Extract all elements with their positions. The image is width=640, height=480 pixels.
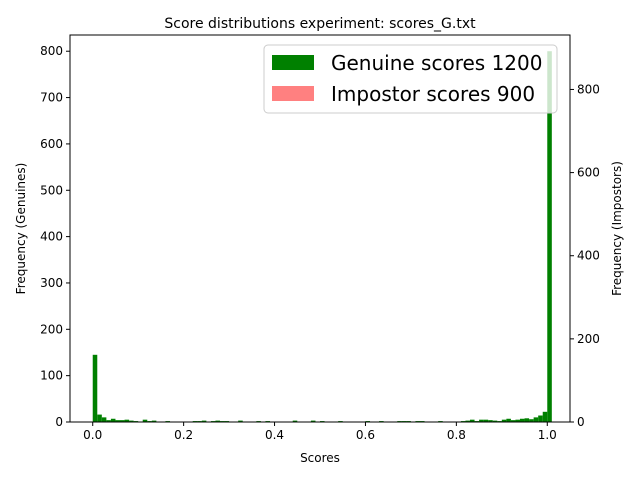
legend-swatch-impostor xyxy=(272,86,314,101)
genuine-bar xyxy=(492,420,498,422)
x-axis-label: Scores xyxy=(300,451,340,465)
y-left-tick-label: 800 xyxy=(40,44,63,58)
genuine-bar xyxy=(547,51,552,422)
genuine-bar xyxy=(115,420,120,422)
x-tick-label: 0.2 xyxy=(174,428,193,442)
genuine-bar xyxy=(151,420,157,422)
genuine-bar xyxy=(479,419,484,422)
genuine-bar xyxy=(97,414,102,422)
legend-swatch-genuine xyxy=(272,55,314,70)
y-left-axis-ticks: 0 100 200 300 400 500 600 700 800 xyxy=(40,44,70,429)
chart-title: Score distributions experiment: scores_G… xyxy=(164,16,476,32)
y-right-tick-label: 400 xyxy=(577,249,600,263)
genuine-bar xyxy=(238,420,243,422)
y-left-axis-label: Frequency (Genuines) xyxy=(14,163,28,295)
genuine-bar xyxy=(292,420,298,422)
y-right-tick-label: 0 xyxy=(577,415,585,429)
y-left-tick-label: 200 xyxy=(40,322,63,336)
legend: Genuine scores 1200 Impostor scores 900 xyxy=(263,44,558,114)
y-left-tick-label: 600 xyxy=(40,137,63,151)
x-tick-label: 1.0 xyxy=(538,428,557,442)
genuine-bar xyxy=(465,420,470,422)
y-right-tick-label: 200 xyxy=(577,332,600,346)
y-left-tick-label: 500 xyxy=(40,183,63,197)
genuine-bar xyxy=(92,354,98,422)
genuine-bar xyxy=(124,419,130,422)
genuine-bar xyxy=(120,420,125,422)
genuine-bar xyxy=(501,419,507,422)
genuine-bar xyxy=(529,419,534,422)
genuine-bar xyxy=(310,420,316,422)
genuine-bar xyxy=(506,418,511,422)
y-left-tick-label: 700 xyxy=(40,91,63,105)
genuine-bar xyxy=(538,415,543,422)
genuine-bar xyxy=(215,420,220,422)
legend-label-genuine: Genuine scores 1200 xyxy=(331,51,542,75)
x-tick-label: 0.0 xyxy=(83,428,102,442)
y-right-tick-label: 800 xyxy=(577,82,600,96)
genuine-bar xyxy=(520,418,525,422)
genuine-bar xyxy=(106,420,111,422)
genuine-bar xyxy=(533,417,539,422)
genuine-bar xyxy=(142,419,148,422)
genuine-bar xyxy=(470,419,475,422)
genuine-bar xyxy=(510,420,516,422)
x-tick-label: 0.4 xyxy=(265,428,284,442)
genuine-bar xyxy=(101,417,107,422)
genuine-bar xyxy=(515,419,520,422)
genuine-bar xyxy=(110,418,116,422)
y-right-tick-label: 600 xyxy=(577,166,600,180)
genuine-bar xyxy=(524,418,530,422)
y-right-axis-label: Frequency (Impostors) xyxy=(610,161,624,296)
x-tick-label: 0.8 xyxy=(447,428,466,442)
genuine-bar xyxy=(201,420,207,422)
genuine-bar xyxy=(542,411,548,422)
genuine-bar xyxy=(483,419,489,422)
genuine-bar xyxy=(129,420,134,422)
x-tick-label: 0.6 xyxy=(356,428,375,442)
y-right-axis-ticks: 0 200 400 600 800 xyxy=(570,82,600,429)
plot-area xyxy=(69,34,571,423)
y-left-tick-label: 100 xyxy=(40,369,63,383)
axes-frame xyxy=(69,34,571,423)
y-left-tick-label: 400 xyxy=(40,230,63,244)
x-axis-ticks: 0.0 0.2 0.4 0.6 0.8 1.0 xyxy=(83,422,557,442)
legend-box xyxy=(263,44,558,114)
y-left-tick-label: 0 xyxy=(55,415,63,429)
legend-label-impostor: Impostor scores 900 xyxy=(331,82,535,106)
genuine-bar xyxy=(488,420,493,422)
y-left-tick-label: 300 xyxy=(40,276,63,290)
